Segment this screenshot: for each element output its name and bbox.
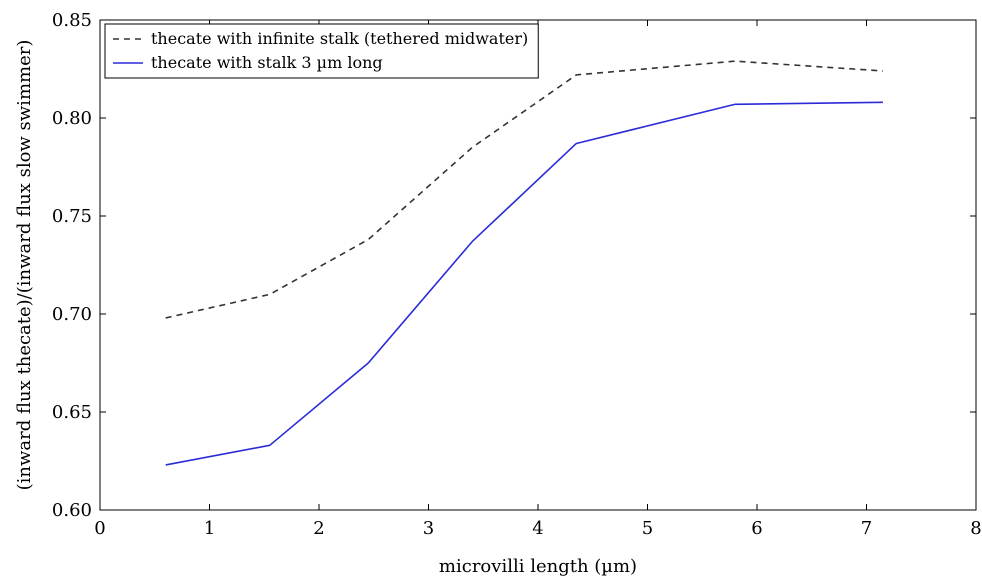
series-layer <box>165 60 883 466</box>
x-tick-label: 4 <box>532 518 543 539</box>
x-tick-label: 1 <box>204 518 215 539</box>
y-tick-label: 0.70 <box>52 304 92 325</box>
series-line-1 <box>165 60 883 319</box>
y-tick-label: 0.65 <box>52 402 92 423</box>
plot-frame <box>99 19 977 511</box>
x-axis-label: microvilli length (µm) <box>439 556 637 577</box>
x-axis: 0 1 2 3 4 5 6 7 8 <box>94 20 982 539</box>
y-axis-label: (inward flux thecate)/(inward flux slow … <box>14 40 35 491</box>
y-axis: 0.60 0.65 0.70 0.75 0.80 0.85 <box>52 10 976 521</box>
plot-area <box>99 19 977 511</box>
x-tick-label: 8 <box>970 518 981 539</box>
x-tick-label: 7 <box>861 518 872 539</box>
y-tick-label: 0.80 <box>52 108 92 129</box>
legend-label: thecate with stalk 3 µm long <box>151 53 383 72</box>
legend-label: thecate with infinite stalk (tethered mi… <box>151 29 528 48</box>
series-line-2 <box>165 101 883 466</box>
y-tick-label: 0.75 <box>52 206 92 227</box>
x-tick-label: 2 <box>313 518 324 539</box>
x-tick-label: 3 <box>423 518 434 539</box>
legend: thecate with infinite stalk (tethered mi… <box>104 23 539 79</box>
y-tick-label: 0.85 <box>52 10 92 31</box>
legend-box <box>104 23 539 79</box>
x-tick-label: 5 <box>642 518 653 539</box>
x-tick-label: 6 <box>751 518 762 539</box>
y-tick-label: 0.60 <box>52 500 92 521</box>
x-tick-label: 0 <box>94 518 105 539</box>
